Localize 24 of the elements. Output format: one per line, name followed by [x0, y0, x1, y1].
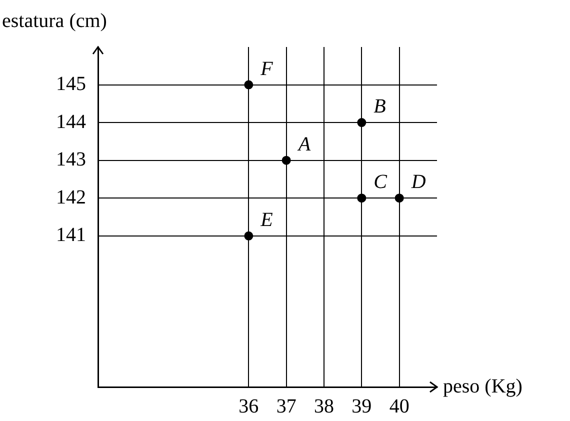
annotation: C [374, 171, 388, 194]
point [282, 156, 291, 165]
x-axis-title: peso (Kg) [443, 375, 522, 398]
point [244, 80, 254, 90]
point [357, 194, 366, 203]
y-tick-label: 145 [56, 73, 86, 96]
y-tick-label: 144 [56, 110, 86, 133]
annotation: A [296, 133, 312, 156]
x-tick-label: 40 [389, 395, 410, 418]
point [357, 118, 366, 128]
x-tick-label: 36 [238, 395, 259, 418]
annotation: E [260, 208, 273, 231]
x-tick-label: 37 [276, 395, 296, 418]
annotation: B [374, 96, 386, 118]
annotation: D [410, 171, 426, 194]
y-axis-title: estatura (cm) [2, 10, 107, 32]
x-tick-label: 39 [352, 395, 372, 418]
point [394, 194, 404, 203]
point [244, 231, 254, 240]
x-tick-label: 38 [314, 395, 334, 418]
y-tick-label: 143 [56, 148, 86, 171]
y-tick-label: 142 [56, 186, 86, 208]
annotation: F [260, 58, 274, 80]
y-tick-label: 141 [56, 224, 86, 246]
